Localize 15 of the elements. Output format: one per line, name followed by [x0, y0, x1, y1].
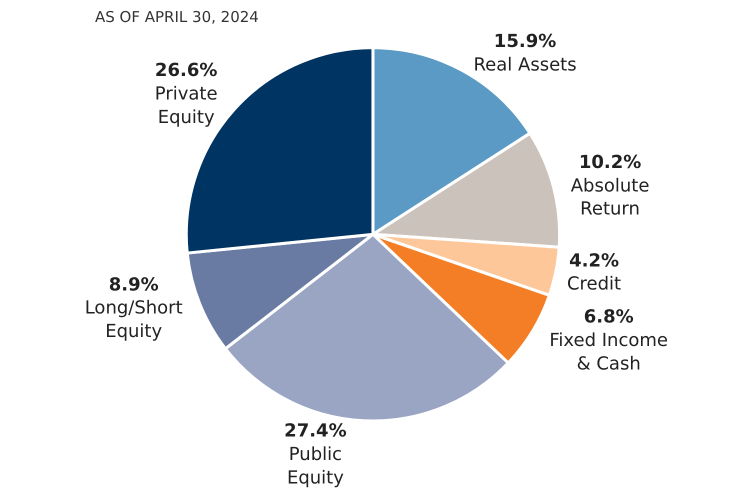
slice-label: Public Equity: [286, 444, 344, 488]
slice-label: Absolute Return: [570, 175, 650, 220]
chart-subtitle: AS OF APRIL 30, 2024: [95, 8, 259, 26]
data-label: 26.6%: [154, 60, 218, 81]
data-label: 4.2%: [569, 250, 619, 272]
slice-label: Real Assets: [473, 54, 577, 76]
data-label: 27.4%: [284, 420, 347, 442]
slice-label: Credit: [566, 274, 622, 295]
data-label: 15.9%: [494, 31, 556, 52]
slice-label: Fixed Income & Cash: [549, 330, 668, 374]
data-label: 10.2%: [578, 152, 642, 173]
data-label: 8.9%: [108, 274, 159, 296]
slice-label: Long/Short Equity: [84, 298, 183, 342]
data-label: 6.8%: [584, 306, 634, 328]
slice-label: Private Equity: [154, 83, 218, 128]
